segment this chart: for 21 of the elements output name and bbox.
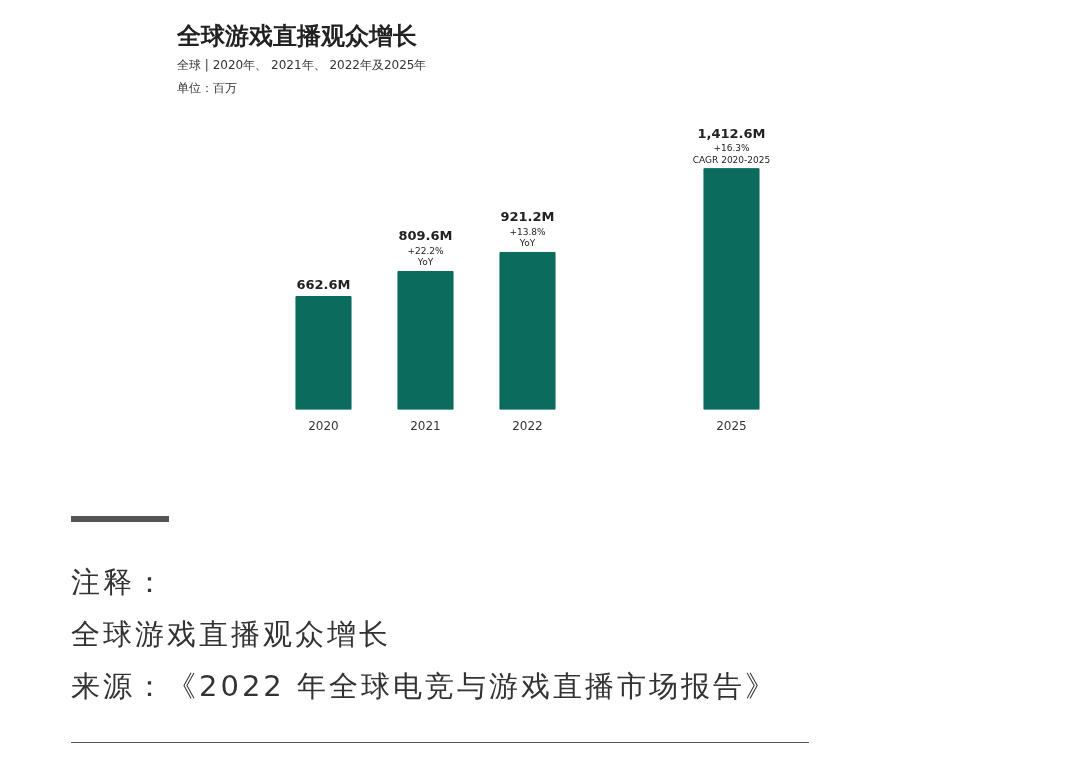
- text: 单位：百万: [177, 80, 238, 98]
- text: 注释：: [71, 564, 168, 601]
- chart-title: 全球游戏直播观众增长: [177, 21, 418, 52]
- bar: [295, 296, 352, 410]
- x-tick-label: 2021: [410, 418, 441, 433]
- text: 全球游戏直播观众增长: [71, 616, 392, 653]
- x-tick-label: 2025: [716, 418, 747, 433]
- data-label: 921.2M: [500, 209, 555, 225]
- annotation: +13.8% YoY: [509, 226, 547, 249]
- data-label: 1,412.6M: [697, 125, 766, 141]
- chart-subtitle: 全球 | 2020年、 2021年、 2022年及2025年: [177, 57, 427, 75]
- bar: [397, 270, 454, 410]
- bar: [499, 251, 556, 410]
- source-note: 来源：《2022 年全球电竞与游戏直播市场报告》: [71, 668, 779, 705]
- data-label: 809.6M: [398, 228, 453, 244]
- x-tick-label: 2022: [512, 418, 543, 433]
- data-label: 662.6M: [296, 276, 351, 292]
- bar: [703, 168, 760, 410]
- annotation: +16.3% CAGR 2020-2025: [692, 143, 771, 165]
- annotation: +22.2% YoY: [407, 245, 445, 268]
- x-tick-label: 2020: [308, 418, 339, 433]
